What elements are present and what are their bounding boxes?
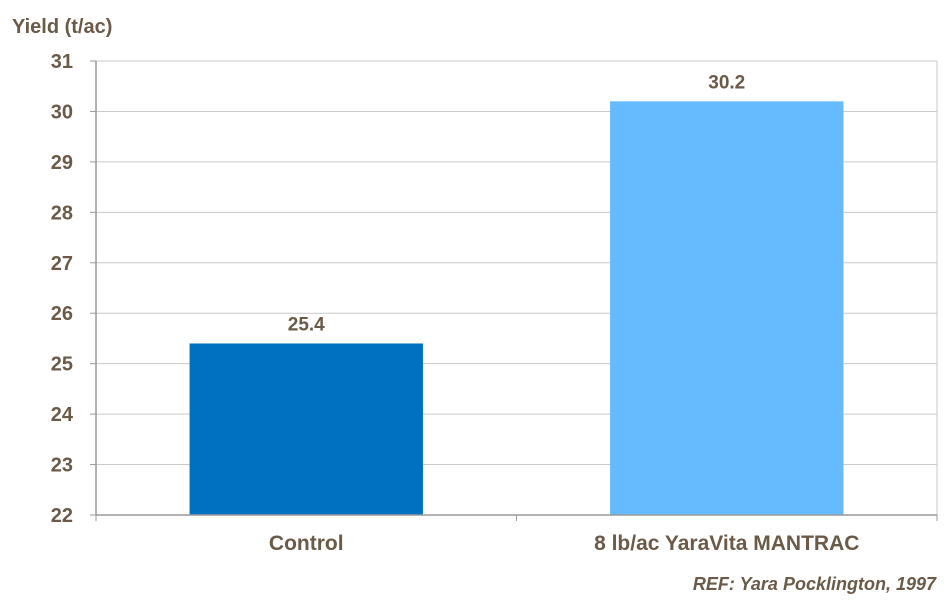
bar	[189, 343, 423, 515]
data-label: 25.4	[288, 314, 325, 335]
y-tick-label: 24	[51, 404, 74, 426]
y-axis-label: Yield (t/ac)	[12, 16, 112, 38]
data-label: 30.2	[708, 72, 745, 93]
y-tick-label: 29	[51, 152, 73, 174]
y-tick-label: 26	[51, 303, 73, 325]
x-tick-label: Control	[269, 532, 344, 555]
labels: 22 23 24 25 26 27 28 29 30 31 25.4 Control 30.2 8 lb/…	[51, 51, 860, 555]
y-tick-label: 25	[51, 354, 73, 376]
bars	[189, 101, 844, 515]
bar	[610, 101, 844, 515]
y-tick-label: 28	[51, 202, 73, 224]
y-tick-label: 31	[51, 51, 73, 73]
axes	[90, 60, 938, 521]
y-tick-label: 23	[51, 455, 73, 477]
x-tick-label: 8 lb/ac YaraVita MANTRAC	[594, 532, 859, 555]
y-tick-label: 22	[51, 505, 73, 527]
y-tick-label: 27	[51, 253, 73, 275]
y-tick-label: 30	[51, 101, 73, 123]
reference-footnote: REF: Yara Pocklington, 1997	[693, 574, 937, 594]
